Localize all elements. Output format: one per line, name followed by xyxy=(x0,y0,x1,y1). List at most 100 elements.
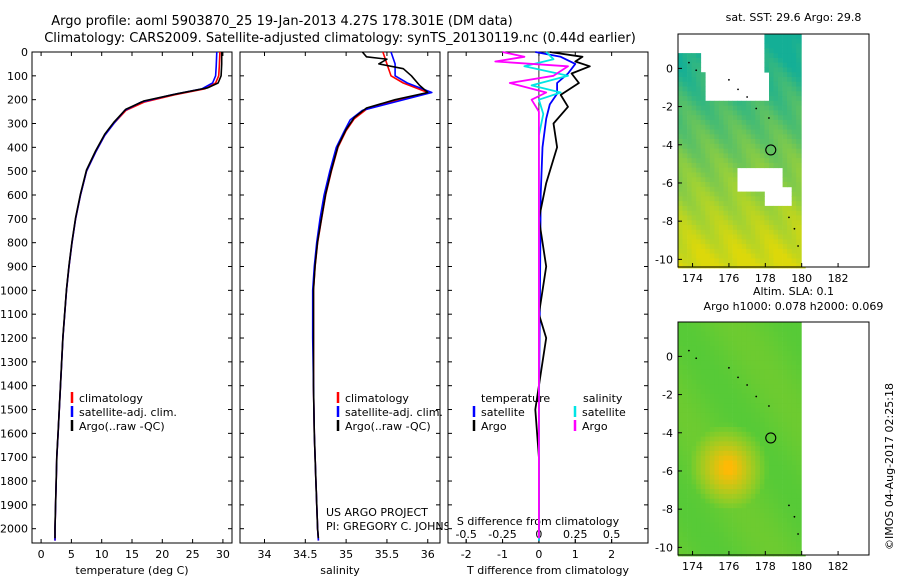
map-cell xyxy=(723,158,729,164)
map-cell xyxy=(728,427,733,433)
map-cell xyxy=(709,493,715,500)
depth-tick-label: 1500 xyxy=(0,404,28,417)
map-cell xyxy=(696,508,702,514)
map-cell xyxy=(778,441,783,447)
map-cell xyxy=(787,263,792,269)
map-cell xyxy=(791,229,797,235)
map-cell xyxy=(746,446,752,452)
map-cell xyxy=(796,374,802,380)
map-cell xyxy=(696,167,702,173)
map-cell xyxy=(705,326,711,332)
map-cell xyxy=(709,412,715,418)
map-cell xyxy=(687,186,692,192)
map-cell xyxy=(782,158,788,164)
map-cell xyxy=(732,336,738,342)
map-cell xyxy=(696,345,702,352)
island-dot xyxy=(695,357,698,360)
map-cell xyxy=(718,322,724,328)
map-cell xyxy=(682,455,688,461)
map-cell xyxy=(678,115,683,121)
map-cell xyxy=(687,248,692,255)
map-cell xyxy=(714,153,720,159)
map-cell xyxy=(769,388,774,394)
map-cell xyxy=(769,536,774,543)
map-cell xyxy=(728,229,733,235)
map-cell xyxy=(737,201,742,207)
map-cell xyxy=(687,503,692,509)
map-cell xyxy=(791,522,797,528)
map-cell xyxy=(705,436,711,442)
map-cell xyxy=(714,244,720,250)
map-cell xyxy=(696,374,702,380)
map-cell xyxy=(728,341,733,347)
map-cell xyxy=(796,369,802,375)
map-cell xyxy=(691,503,697,509)
map-cell xyxy=(782,470,788,476)
plot-frame xyxy=(447,51,649,544)
map-cell xyxy=(728,244,733,250)
map-cell xyxy=(755,379,761,385)
map-cell xyxy=(705,341,711,347)
map-cell xyxy=(764,407,770,414)
map-cell xyxy=(723,124,729,130)
map-cell xyxy=(705,470,711,476)
map-cell xyxy=(755,489,761,495)
map-cell xyxy=(778,153,783,159)
map-cell xyxy=(682,479,688,485)
map-cell xyxy=(678,441,683,447)
map-cell xyxy=(696,253,702,259)
map-cell xyxy=(778,527,783,533)
map-cell xyxy=(678,522,683,528)
map-cell xyxy=(714,253,720,259)
map-cell xyxy=(782,412,788,418)
map-cell xyxy=(796,503,802,509)
island-dot xyxy=(737,88,739,91)
map-cell xyxy=(741,110,747,116)
map-cell xyxy=(796,403,802,409)
map-cell xyxy=(723,196,729,202)
map-cell xyxy=(723,105,729,111)
depth-tick-label: 100 xyxy=(7,70,28,83)
map-cell xyxy=(687,513,692,519)
map-cell xyxy=(782,253,788,259)
map-cell xyxy=(732,508,738,514)
map-cell xyxy=(687,532,692,538)
map-cell xyxy=(755,369,761,375)
map-cell xyxy=(796,38,802,44)
map-cell xyxy=(714,455,720,461)
map-cell xyxy=(750,201,756,207)
map-cell xyxy=(755,407,761,414)
map-cell xyxy=(728,460,733,466)
map-cell xyxy=(750,229,756,235)
map-cell xyxy=(691,436,697,442)
map-cell xyxy=(732,110,738,116)
map-cell xyxy=(750,336,756,342)
map-cell xyxy=(778,43,783,49)
map-cell xyxy=(678,148,683,154)
map-cell xyxy=(778,522,783,528)
map-cell xyxy=(773,460,779,466)
map-cell xyxy=(759,225,765,231)
map-cell xyxy=(723,134,729,140)
map-cell xyxy=(705,336,711,342)
map-cell xyxy=(759,110,765,116)
map-cell xyxy=(741,436,747,442)
map-cell xyxy=(773,369,779,375)
map-cell xyxy=(782,167,788,173)
map-cell xyxy=(687,177,692,183)
plot-frame xyxy=(31,51,233,544)
lat-tick-label: -8 xyxy=(662,503,673,516)
map-cell xyxy=(741,484,747,490)
map-cell xyxy=(773,100,779,106)
map-cell xyxy=(773,253,779,259)
map-cell xyxy=(741,536,747,543)
map-cell xyxy=(782,450,788,457)
map-cell xyxy=(700,96,706,102)
map-cell xyxy=(709,355,715,361)
s-tick-label: 0.5 xyxy=(603,528,621,541)
map-cell xyxy=(764,436,770,442)
map-cell xyxy=(778,407,783,414)
map-cell xyxy=(718,229,724,235)
map-cell xyxy=(709,115,715,121)
map-cell xyxy=(759,455,765,461)
